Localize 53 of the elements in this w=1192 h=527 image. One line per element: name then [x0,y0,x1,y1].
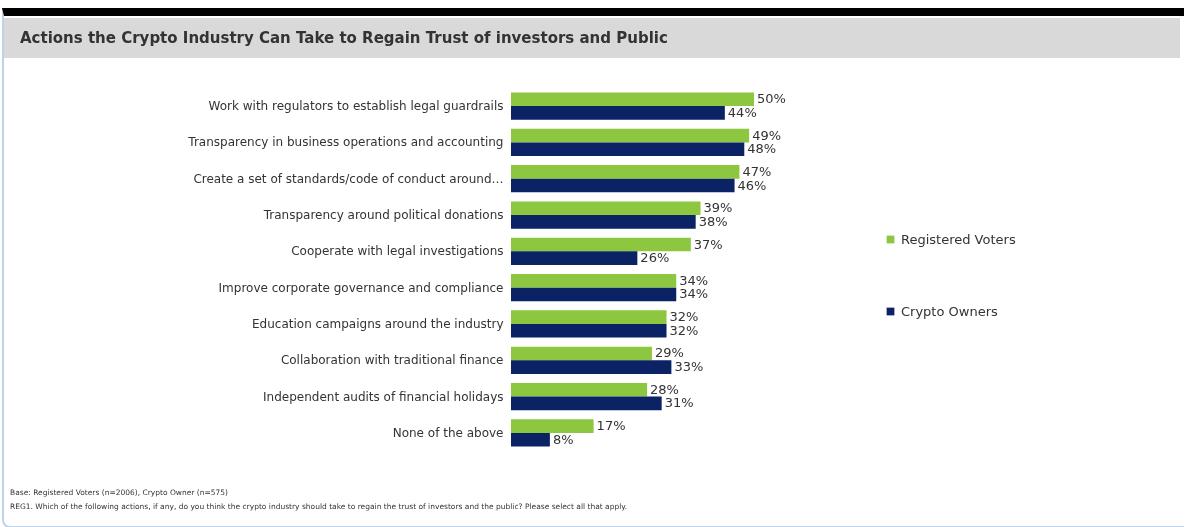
y-tick-label: Transparency in business operations and accounting [187,135,504,150]
legend-label: Crypto Owners [901,303,998,319]
y-tick-label: Improve corporate governance and compliance [218,280,504,295]
bar [511,178,735,193]
bar [511,215,696,229]
data-label: 46% [737,177,767,193]
legend-label: Registered Voters [901,231,1016,247]
y-tick-label: Create a set of standards/code of conduct around… [193,171,504,186]
bar [511,92,754,107]
bar [511,106,725,120]
y-tick-label: Cooperate with legal investigations [291,244,504,259]
bar [511,201,701,216]
y-tick-label: Transparency around political donations [262,208,504,223]
data-label: 34% [679,286,709,302]
bar [511,287,677,302]
bar [511,142,745,156]
data-label: 50% [757,91,786,107]
y-tick-label: Collaboration with traditional finance [280,353,504,368]
data-label: 31% [664,395,694,411]
data-label: 32% [669,309,699,325]
data-label: 32% [669,322,699,338]
y-tick-label: Education campaigns around the industry [252,316,504,331]
data-label: 8% [552,431,574,447]
bar [511,310,667,324]
bar [511,396,662,411]
data-label: 49% [752,127,782,143]
data-label: 48% [747,141,777,157]
data-label: 39% [703,200,733,216]
data-label: 26% [640,250,670,266]
bar [511,346,652,361]
bar [511,128,750,143]
data-label: 47% [742,163,772,179]
bar [511,323,667,338]
bar [511,360,672,374]
bar [511,165,740,179]
data-label: 17% [596,418,626,434]
data-label: 28% [650,381,679,397]
y-tick-label: Independent audits of financial holidays [263,389,504,404]
data-label: 44% [727,104,757,120]
bar [511,237,691,252]
bar [511,251,638,265]
data-label: 38% [698,213,728,229]
data-label: 34% [679,272,709,288]
bar [511,419,594,433]
y-tick-label: Work with regulators to establish legal guardrails [208,99,504,114]
bar [511,432,550,447]
data-label: 37% [693,236,723,252]
text: Actions the Crypto Industry Can Take to Regain Trust of investors and Public [4,18,1180,58]
bar [511,383,648,397]
y-tick-label: None of the above [392,425,504,440]
data-label: 33% [674,359,704,375]
data-label: 29% [654,345,684,361]
bar [511,274,677,288]
